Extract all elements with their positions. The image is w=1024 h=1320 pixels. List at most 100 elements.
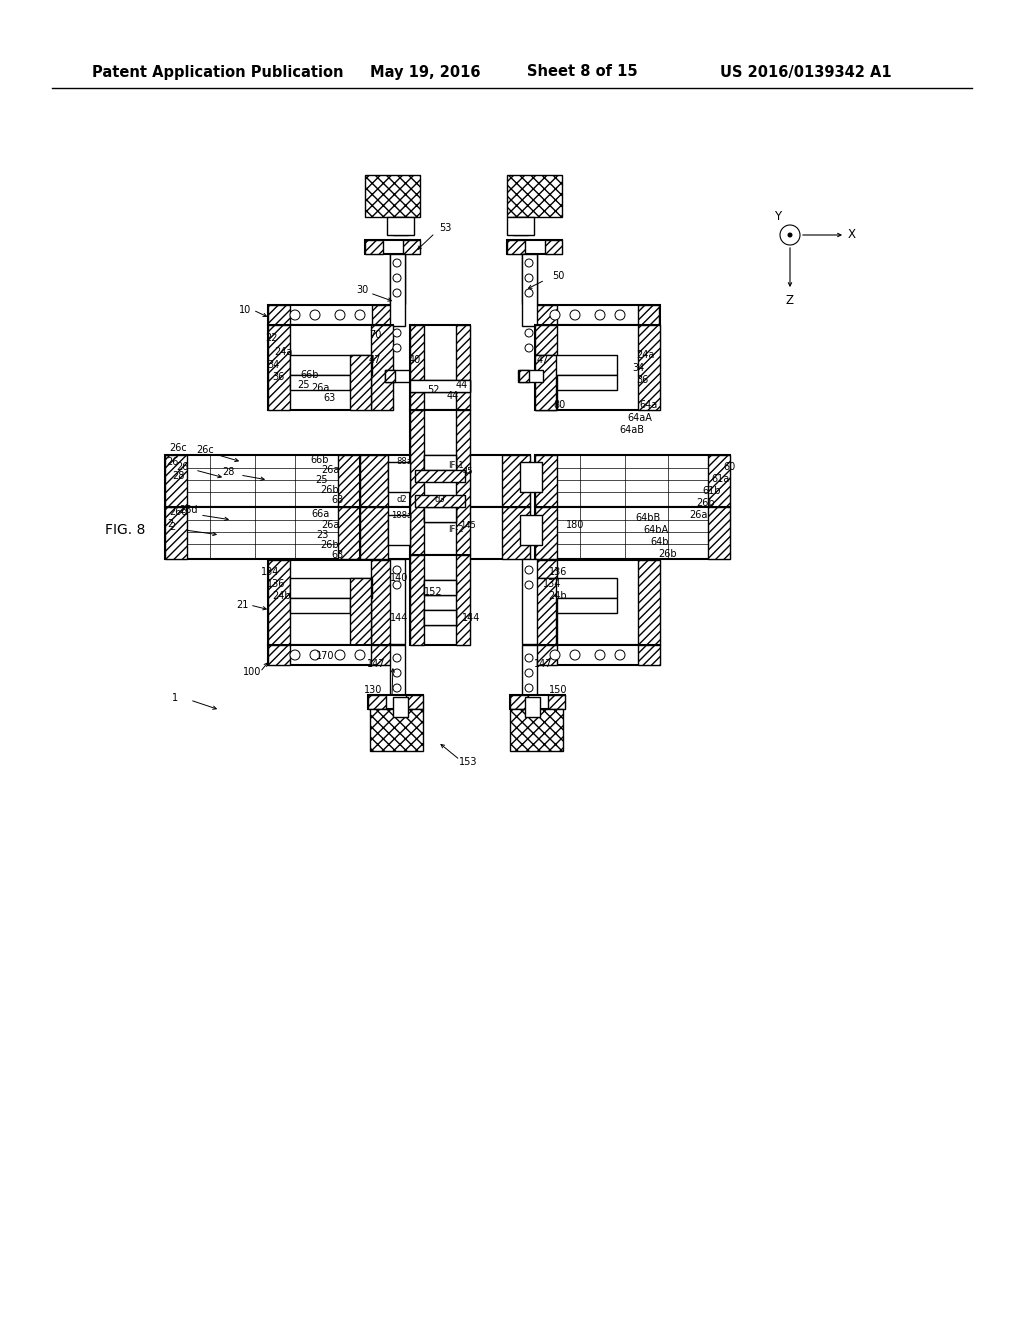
Text: 64aA: 64aA (628, 413, 652, 422)
Bar (406, 696, 423, 709)
Bar (548, 696, 565, 709)
Text: 36: 36 (272, 372, 284, 381)
Bar (522, 645, 537, 697)
Text: 23: 23 (315, 531, 328, 540)
Text: 180: 180 (566, 520, 584, 531)
Circle shape (525, 345, 534, 352)
Text: 26b: 26b (696, 498, 716, 508)
Bar (424, 610, 456, 624)
Circle shape (290, 310, 300, 319)
Bar (535, 578, 556, 645)
Text: 63: 63 (332, 550, 344, 560)
Circle shape (787, 232, 793, 238)
Bar (388, 515, 410, 545)
Bar (535, 645, 660, 665)
Bar (385, 370, 410, 381)
Text: 1: 1 (172, 693, 178, 704)
Bar (522, 558, 537, 644)
Bar (424, 507, 456, 521)
Bar (535, 507, 730, 558)
Bar (510, 696, 565, 709)
Text: 26a: 26a (689, 510, 708, 520)
Text: 64a: 64a (639, 400, 657, 411)
Bar (360, 455, 388, 507)
Bar (535, 305, 557, 325)
Text: 2: 2 (169, 521, 175, 532)
Circle shape (393, 329, 401, 337)
Circle shape (525, 566, 534, 574)
Bar (410, 554, 424, 645)
Bar (372, 305, 393, 325)
Bar (350, 355, 371, 411)
Bar (410, 554, 470, 645)
Bar (415, 495, 465, 507)
Text: 26c: 26c (169, 444, 186, 453)
Text: 26a: 26a (311, 383, 329, 393)
Bar (390, 645, 406, 697)
Bar (350, 578, 371, 645)
Text: 26: 26 (176, 462, 188, 473)
Text: 80: 80 (554, 400, 566, 411)
Text: 50: 50 (552, 271, 564, 281)
Circle shape (525, 259, 534, 267)
Circle shape (290, 649, 300, 660)
Circle shape (615, 649, 625, 660)
Circle shape (310, 649, 319, 660)
Text: 136: 136 (267, 579, 286, 589)
Bar (535, 578, 617, 598)
Circle shape (393, 566, 401, 574)
Bar (368, 696, 386, 709)
Bar (535, 455, 730, 507)
Text: 26b: 26b (321, 540, 339, 550)
Bar (165, 507, 360, 558)
Circle shape (393, 669, 401, 677)
Text: 64b: 64b (650, 537, 670, 546)
Circle shape (355, 310, 365, 319)
Text: 10: 10 (239, 305, 251, 315)
Bar (410, 380, 470, 392)
Text: FIG. 8: FIG. 8 (105, 523, 145, 537)
Bar (502, 455, 530, 507)
Text: 144: 144 (389, 612, 408, 623)
Bar (268, 560, 393, 645)
Text: 64aB: 64aB (620, 425, 644, 436)
Text: 26: 26 (166, 457, 178, 467)
Bar (535, 325, 557, 411)
Text: 25: 25 (315, 475, 329, 484)
Circle shape (393, 275, 401, 282)
Bar (410, 380, 470, 392)
Bar (456, 554, 470, 645)
Circle shape (355, 649, 365, 660)
Bar (502, 507, 530, 558)
Bar (424, 455, 456, 470)
Bar (525, 697, 540, 717)
Circle shape (525, 669, 534, 677)
Circle shape (525, 275, 534, 282)
Circle shape (393, 653, 401, 663)
Text: 28: 28 (222, 467, 234, 477)
Circle shape (335, 310, 345, 319)
Bar (360, 455, 530, 507)
Text: 170: 170 (315, 651, 334, 661)
Text: IF-1: IF-1 (449, 462, 464, 470)
Bar (510, 696, 528, 709)
Bar (390, 253, 406, 326)
Bar (522, 253, 537, 326)
Circle shape (335, 649, 345, 660)
Text: 130: 130 (364, 685, 382, 696)
Text: 100: 100 (243, 667, 261, 677)
Bar (510, 709, 563, 751)
Bar (520, 515, 542, 545)
Circle shape (570, 310, 580, 319)
Text: 40: 40 (409, 355, 421, 366)
Text: 52: 52 (427, 385, 439, 395)
Text: 26a: 26a (321, 520, 339, 531)
Bar (535, 645, 557, 665)
Circle shape (550, 649, 560, 660)
Text: Y: Y (774, 210, 781, 223)
Text: 134: 134 (543, 579, 561, 589)
Text: 26d: 26d (169, 507, 187, 517)
Circle shape (525, 653, 534, 663)
Circle shape (525, 581, 534, 589)
Bar (365, 176, 420, 216)
